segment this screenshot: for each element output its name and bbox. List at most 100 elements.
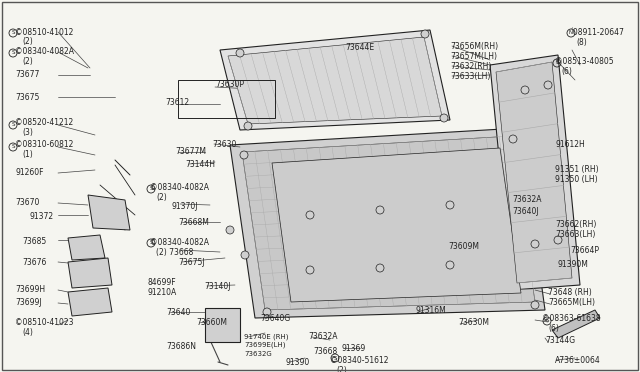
Text: ©08340-4082A: ©08340-4082A [150,183,209,192]
Text: 73648 (RH): 73648 (RH) [548,288,592,297]
Polygon shape [242,136,535,310]
Text: 73144G: 73144G [545,336,575,345]
Text: 73699J: 73699J [15,298,42,307]
Text: S: S [12,51,15,55]
Text: 91210A: 91210A [148,288,177,297]
Text: ´08911-20647: ´08911-20647 [570,28,625,37]
Circle shape [544,81,552,89]
Text: 73632A: 73632A [512,195,541,204]
Text: 73675J: 73675J [178,258,205,267]
Text: (3): (3) [22,128,33,137]
Text: 73633(LH): 73633(LH) [450,72,490,81]
Text: 73662(RH): 73662(RH) [555,220,596,229]
Circle shape [446,261,454,269]
Text: (6): (6) [561,67,572,76]
Polygon shape [490,55,580,290]
Circle shape [244,122,252,130]
Circle shape [440,114,448,122]
Text: 91372: 91372 [30,212,54,221]
Text: ©08513-40805: ©08513-40805 [555,57,614,66]
Circle shape [531,301,539,309]
Text: 91351 (RH): 91351 (RH) [555,165,598,174]
Circle shape [306,211,314,219]
Text: 73664P: 73664P [570,246,599,255]
Circle shape [236,49,244,57]
Text: 91370J: 91370J [172,202,198,211]
Polygon shape [68,235,105,260]
Circle shape [521,86,529,94]
Text: ©08340-4082A: ©08340-4082A [15,47,74,56]
Text: 73640: 73640 [166,308,190,317]
Text: 73140J: 73140J [204,282,230,291]
Text: 73656M(RH): 73656M(RH) [450,42,498,51]
Text: 84699F: 84699F [148,278,177,287]
Polygon shape [496,62,572,283]
Circle shape [446,201,454,209]
Text: (8): (8) [576,38,587,47]
Text: 73630P: 73630P [215,80,244,89]
Text: ©08520-41212: ©08520-41212 [15,118,73,127]
Text: S: S [12,31,15,35]
Text: ©08340-51612: ©08340-51612 [330,356,388,365]
Text: 73677M: 73677M [175,147,206,156]
Text: S: S [333,356,337,360]
Circle shape [376,264,384,272]
Text: 91260F: 91260F [15,168,44,177]
Text: (6): (6) [548,324,559,333]
Text: 73632(RH): 73632(RH) [450,62,492,71]
Text: S: S [149,186,153,192]
Text: 73612: 73612 [165,98,189,107]
Text: 73609M: 73609M [448,242,479,251]
Text: 91369: 91369 [342,344,366,353]
Circle shape [376,206,384,214]
Text: (2): (2) [22,37,33,46]
Text: 73632A: 73632A [308,332,337,341]
Text: ©08510-41023: ©08510-41023 [15,318,74,327]
Polygon shape [205,308,240,342]
Text: 73640G: 73640G [260,314,291,323]
Text: ©08310-60812: ©08310-60812 [15,140,74,149]
Text: (2): (2) [336,366,347,372]
Text: ©08340-4082A: ©08340-4082A [150,238,209,247]
Circle shape [226,226,234,234]
Circle shape [306,266,314,274]
Text: 73668: 73668 [313,347,337,356]
Text: 73660M: 73660M [196,318,227,327]
Polygon shape [88,195,130,230]
Text: 73677: 73677 [15,70,40,79]
Text: 91350 (LH): 91350 (LH) [555,175,598,184]
Circle shape [531,240,539,248]
Text: 73630: 73630 [212,140,236,149]
Text: (1): (1) [22,150,33,159]
Polygon shape [230,128,545,318]
Text: 91740E (RH): 91740E (RH) [244,333,289,340]
Text: ©08363-61638: ©08363-61638 [542,314,600,323]
Text: 73144H: 73144H [185,160,215,169]
Text: S: S [12,144,15,150]
Text: (2) 73668: (2) 73668 [156,248,193,257]
Text: 73670: 73670 [15,198,40,207]
Text: 91612H: 91612H [555,140,585,149]
Text: (2): (2) [156,193,167,202]
Text: 73665M(LH): 73665M(LH) [548,298,595,307]
Text: 73640J: 73640J [512,207,539,216]
Circle shape [241,251,249,259]
Text: 73699E(LH): 73699E(LH) [244,342,285,349]
Circle shape [509,135,517,143]
Circle shape [263,308,271,316]
Text: S: S [556,61,559,65]
Text: 73685: 73685 [22,237,46,246]
Text: 73630M: 73630M [458,318,489,327]
Text: 73699H: 73699H [15,285,45,294]
Polygon shape [220,30,450,130]
Text: ©08510-41012: ©08510-41012 [15,28,74,37]
Text: 73686N: 73686N [166,342,196,351]
Circle shape [240,151,248,159]
Circle shape [421,30,429,38]
Text: A736±0064: A736±0064 [555,356,601,365]
Text: S: S [545,318,548,324]
Text: 73676: 73676 [22,258,46,267]
Text: S: S [12,122,15,128]
Text: N: N [569,31,573,35]
Circle shape [554,236,562,244]
